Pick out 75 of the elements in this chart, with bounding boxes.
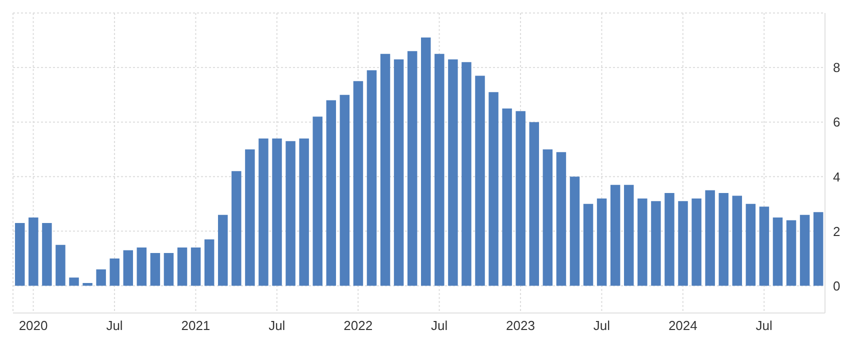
x-tick-label: 2020 <box>18 318 48 334</box>
x-tick-label: Jul <box>430 318 448 334</box>
y-tick-label: 0 <box>833 278 840 294</box>
bar <box>56 244 66 286</box>
bar <box>772 218 783 286</box>
bar <box>82 283 92 286</box>
bar <box>15 223 25 286</box>
bar <box>678 201 688 286</box>
bar <box>177 248 188 286</box>
bar <box>69 278 79 286</box>
bar <box>150 253 160 286</box>
bar <box>96 269 106 286</box>
x-tick-label: Jul <box>756 318 773 334</box>
bar <box>434 54 444 286</box>
bar <box>326 100 336 286</box>
bar <box>110 258 120 286</box>
bar <box>732 196 742 286</box>
bar <box>488 92 498 286</box>
bar <box>542 149 553 286</box>
y-tick-label: 4 <box>833 169 840 184</box>
bar <box>502 108 512 286</box>
bar <box>596 198 607 286</box>
x-tick-label: 2023 <box>506 318 535 334</box>
bar <box>718 193 728 286</box>
bar <box>462 62 472 286</box>
bar <box>475 76 485 286</box>
bar <box>556 152 566 286</box>
bar <box>705 190 715 286</box>
bar <box>190 248 201 286</box>
bar <box>813 212 824 286</box>
bar <box>638 198 648 286</box>
x-tick-label: Jul <box>268 318 286 334</box>
bar <box>692 198 702 286</box>
bar <box>353 81 364 286</box>
x-tick-label: 2021 <box>181 318 210 334</box>
y-tick-label: 8 <box>833 60 840 76</box>
bar <box>394 59 404 286</box>
bar <box>583 204 594 286</box>
bar <box>286 141 296 286</box>
bar <box>380 54 390 286</box>
bar <box>746 204 756 286</box>
bar <box>28 218 38 286</box>
bar <box>204 239 214 286</box>
bar <box>529 122 540 286</box>
bar <box>312 116 322 286</box>
bar <box>651 201 661 286</box>
bar <box>800 214 810 286</box>
bar <box>624 184 634 286</box>
bar <box>366 70 377 286</box>
bar <box>232 171 242 286</box>
bar <box>407 51 418 286</box>
x-tick-label: 2022 <box>344 318 373 334</box>
bar <box>448 59 458 286</box>
bar <box>42 223 52 286</box>
bar <box>136 248 147 286</box>
bar <box>664 193 674 286</box>
bar <box>164 253 174 286</box>
y-tick-label: 2 <box>833 224 840 239</box>
bar <box>123 250 134 286</box>
bar <box>610 184 620 286</box>
y-tick-label: 6 <box>833 114 840 130</box>
x-tick-label: Jul <box>106 318 123 334</box>
bar <box>340 94 350 286</box>
x-tick-label: Jul <box>593 318 610 334</box>
x-tick-label: 2024 <box>668 318 698 334</box>
bar <box>218 214 228 286</box>
bar <box>516 111 526 286</box>
bar <box>245 149 255 286</box>
bar <box>759 206 770 286</box>
bar <box>258 138 268 286</box>
bar <box>570 176 580 286</box>
bar <box>272 138 282 286</box>
bar <box>786 220 796 286</box>
bar <box>421 38 431 286</box>
bar <box>299 138 309 286</box>
